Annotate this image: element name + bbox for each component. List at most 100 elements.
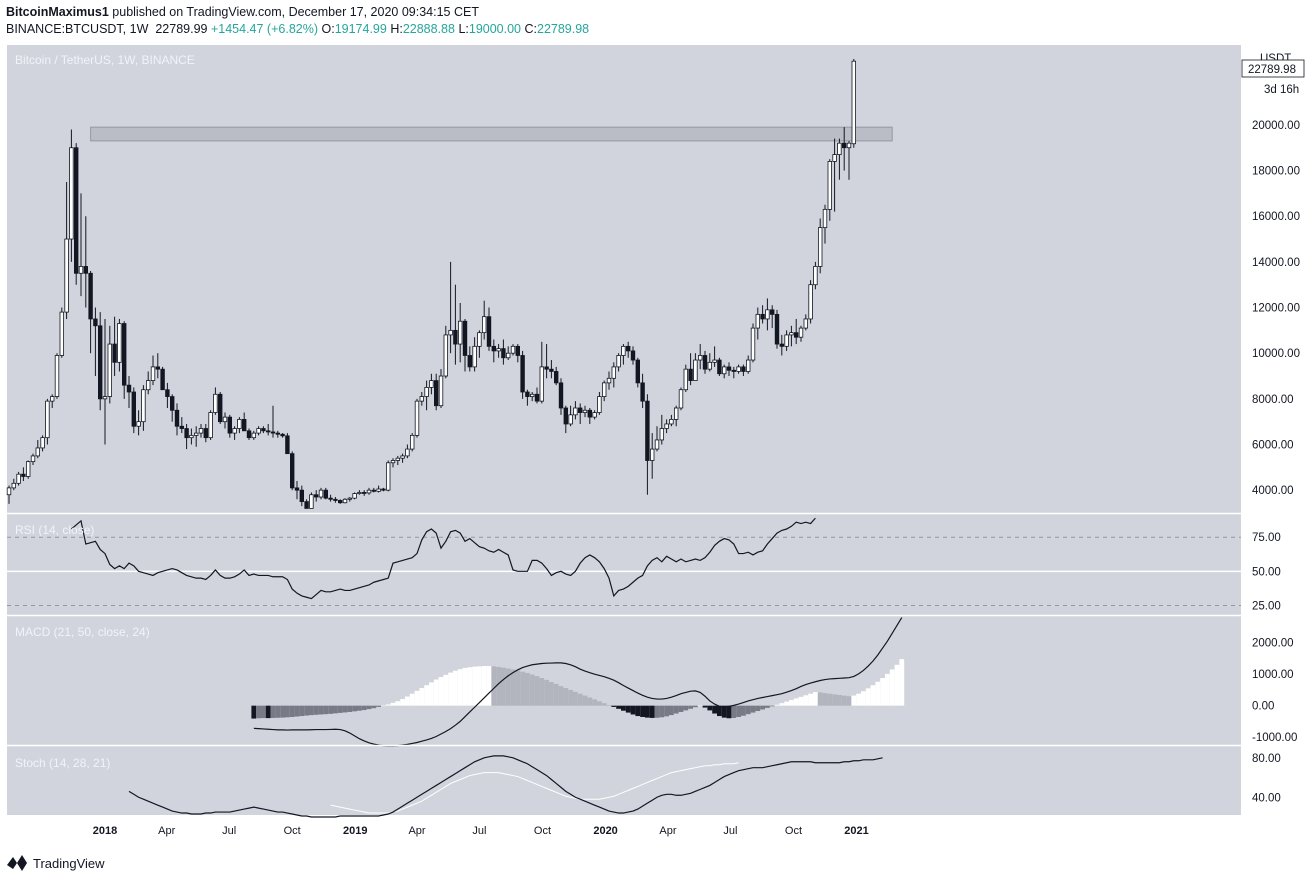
candle-body[interactable] — [256, 428, 261, 434]
candle-body[interactable] — [357, 492, 362, 494]
candle-body[interactable] — [299, 489, 304, 502]
candle-body[interactable] — [602, 382, 607, 397]
candle-body[interactable] — [674, 407, 679, 420]
candle-body[interactable] — [174, 409, 180, 427]
candle-body[interactable] — [477, 332, 482, 347]
candle-body[interactable] — [83, 266, 88, 274]
candle-body[interactable] — [741, 366, 746, 372]
author-name[interactable]: BitcoinMaximus1 — [6, 5, 109, 19]
candle-body[interactable] — [481, 316, 487, 334]
candle-body[interactable] — [765, 309, 770, 320]
candle-body[interactable] — [467, 355, 472, 368]
candle-body[interactable] — [237, 418, 242, 429]
candle-body[interactable] — [122, 323, 127, 386]
candle-body[interactable] — [25, 461, 31, 477]
candle-body[interactable] — [45, 400, 50, 439]
candle-body[interactable] — [30, 455, 36, 463]
candle-body[interactable] — [16, 473, 21, 484]
candle-body[interactable] — [217, 393, 223, 423]
candle-body[interactable] — [395, 457, 400, 461]
price-scale[interactable] — [1242, 45, 1315, 815]
candle-body[interactable] — [630, 350, 636, 361]
candle-body[interactable] — [126, 384, 132, 393]
candle-body[interactable] — [746, 359, 751, 372]
candle-body[interactable] — [702, 355, 708, 370]
candle-body[interactable] — [597, 396, 602, 413]
candle-body[interactable] — [40, 437, 45, 449]
candle-body[interactable] — [549, 368, 554, 372]
candle-body[interactable] — [78, 266, 84, 274]
candle-body[interactable] — [289, 453, 295, 489]
candle-body[interactable] — [385, 462, 391, 491]
candle-body[interactable] — [261, 428, 266, 432]
candle-body[interactable] — [650, 448, 655, 461]
candle-body[interactable] — [582, 409, 588, 413]
candle-body[interactable] — [654, 439, 660, 450]
candle-body[interactable] — [443, 334, 448, 377]
candle-body[interactable] — [54, 355, 60, 397]
candle-body[interactable] — [818, 227, 823, 267]
candle-body[interactable] — [400, 455, 405, 459]
candle-body[interactable] — [832, 154, 837, 162]
candle-body[interactable] — [688, 368, 693, 381]
candle-body[interactable] — [717, 359, 722, 375]
candle-body[interactable] — [827, 161, 832, 210]
candle-body[interactable] — [846, 142, 852, 149]
candle-body[interactable] — [376, 488, 381, 492]
candle-body[interactable] — [798, 327, 804, 338]
candle-body[interactable] — [117, 323, 122, 363]
candle-body[interactable] — [136, 421, 141, 427]
candle-body[interactable] — [789, 332, 794, 336]
macd-pane-background[interactable] — [7, 616, 1241, 745]
candle-body[interactable] — [21, 473, 26, 477]
candle-body[interactable] — [424, 387, 429, 397]
candle-body[interactable] — [539, 366, 544, 402]
candle-body[interactable] — [419, 396, 424, 402]
candle-body[interactable] — [347, 497, 352, 500]
candle-body[interactable] — [74, 147, 79, 274]
candle-body[interactable] — [760, 313, 765, 320]
candle-body[interactable] — [429, 380, 434, 388]
candle-body[interactable] — [328, 497, 333, 500]
macd-line[interactable] — [253, 617, 903, 747]
candle-body[interactable] — [621, 345, 626, 356]
candle-body[interactable] — [203, 428, 208, 439]
candle-body[interactable] — [169, 396, 175, 411]
candle-body[interactable] — [808, 284, 813, 320]
candle-body[interactable] — [232, 428, 237, 434]
price-pane-background[interactable] — [7, 45, 1241, 513]
candle-body[interactable] — [313, 494, 319, 498]
candle-body[interactable] — [323, 489, 328, 499]
candle-body[interactable] — [11, 482, 16, 489]
candle-body[interactable] — [794, 332, 799, 338]
candle-body[interactable] — [294, 487, 300, 491]
candle-body[interactable] — [525, 391, 530, 397]
candle-body[interactable] — [554, 371, 559, 384]
candle-body[interactable] — [107, 343, 112, 397]
candle-body[interactable] — [131, 391, 136, 427]
candle-body[interactable] — [333, 498, 338, 501]
candle-body[interactable] — [241, 418, 247, 432]
stoch-pane-background[interactable] — [7, 746, 1241, 815]
candle-body[interactable] — [842, 142, 847, 149]
candle-body[interactable] — [198, 428, 204, 434]
candle-body[interactable] — [285, 435, 290, 455]
candle-body[interactable] — [179, 425, 184, 429]
candle-body[interactable] — [318, 489, 324, 498]
candle-body[interactable] — [93, 318, 98, 327]
candle-body[interactable] — [837, 142, 842, 155]
candle-body[interactable] — [534, 393, 540, 402]
rsi-pane-background[interactable] — [7, 514, 1241, 615]
candle-body[interactable] — [189, 434, 194, 439]
candle-body[interactable] — [381, 488, 386, 491]
candle-body[interactable] — [822, 208, 828, 229]
candle-body[interactable] — [366, 489, 372, 494]
candle-body[interactable] — [35, 447, 40, 457]
candle-body[interactable] — [693, 359, 698, 381]
candle-body[interactable] — [145, 380, 151, 391]
candle-body[interactable] — [505, 352, 511, 359]
candle-body[interactable] — [683, 368, 688, 391]
candle-body[interactable] — [112, 343, 117, 363]
tradingview-logo[interactable]: TradingView — [6, 853, 105, 873]
candle-body[interactable] — [433, 380, 439, 407]
